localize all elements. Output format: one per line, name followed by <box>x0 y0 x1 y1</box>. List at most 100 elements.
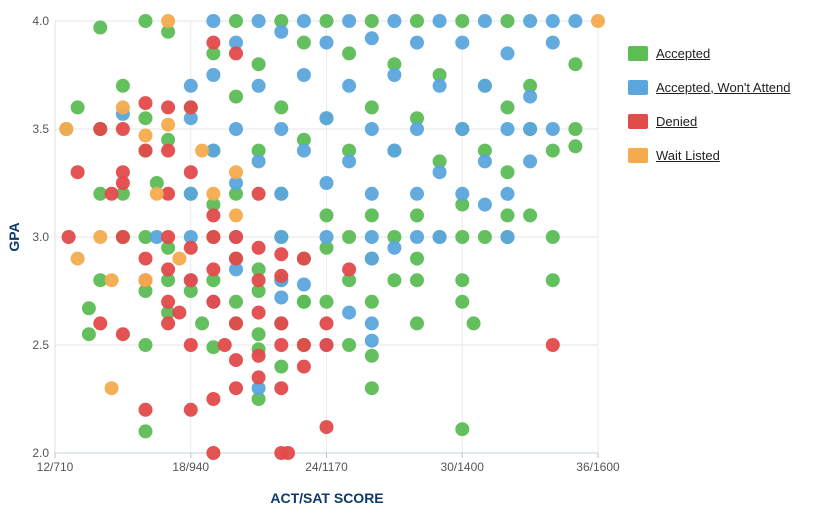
point-denied <box>274 338 289 352</box>
point-denied <box>274 268 289 283</box>
point-wait-listed <box>206 186 221 201</box>
point-denied <box>319 420 334 435</box>
point-accepted <box>206 46 221 61</box>
point-accepted-won-t-attend <box>251 78 266 93</box>
point-denied <box>206 208 221 223</box>
point-accepted-won-t-attend <box>500 230 515 244</box>
point-accepted-won-t-attend <box>319 176 334 190</box>
point-denied <box>206 230 221 244</box>
point-accepted <box>455 294 470 309</box>
y-tick-label: 3.5 <box>32 122 49 136</box>
point-denied <box>138 402 153 417</box>
point-wait-listed <box>93 230 108 244</box>
point-accepted <box>138 284 153 298</box>
point-accepted-won-t-attend <box>545 14 560 28</box>
point-accepted-won-t-attend <box>342 305 357 320</box>
legend-item-wait-listed[interactable]: Wait Listed <box>628 138 791 172</box>
point-accepted <box>183 284 198 298</box>
point-accepted <box>251 262 266 277</box>
point-denied <box>161 143 176 158</box>
point-accepted <box>229 294 243 309</box>
point-accepted <box>342 338 357 352</box>
point-denied <box>104 186 119 201</box>
point-accepted-won-t-attend <box>364 316 379 331</box>
point-denied <box>251 305 266 320</box>
point-accepted <box>115 186 130 201</box>
point-accepted <box>251 143 266 158</box>
point-accepted <box>523 208 538 223</box>
point-accepted-won-t-attend <box>568 14 583 28</box>
legend-item-accepted-wont-attend[interactable]: Accepted, Won't Attend <box>628 70 791 104</box>
point-denied <box>296 359 311 374</box>
point-accepted <box>251 392 266 406</box>
point-accepted-won-t-attend <box>296 68 311 82</box>
point-denied <box>161 316 176 331</box>
legend-swatch-accepted <box>628 45 648 61</box>
point-accepted <box>455 230 470 244</box>
point-denied <box>70 165 85 180</box>
point-accepted <box>523 78 538 93</box>
point-accepted <box>364 208 379 223</box>
point-accepted-won-t-attend <box>477 78 492 93</box>
point-denied <box>161 294 176 309</box>
point-denied <box>138 251 153 266</box>
point-accepted <box>161 273 176 288</box>
point-denied <box>251 273 266 288</box>
point-denied <box>229 316 243 331</box>
x-tick-label: 18/940 <box>172 460 209 474</box>
legend-label: Accepted <box>656 45 711 61</box>
point-accepted <box>364 348 379 363</box>
point-accepted <box>138 338 153 352</box>
point-accepted <box>229 186 243 201</box>
point-denied <box>251 240 266 255</box>
data-points <box>59 14 605 460</box>
point-denied <box>251 348 266 363</box>
point-accepted-won-t-attend <box>342 14 357 28</box>
point-accepted-won-t-attend <box>523 14 538 28</box>
point-accepted-won-t-attend <box>149 230 164 244</box>
point-accepted-won-t-attend <box>251 381 266 396</box>
point-accepted-won-t-attend <box>206 68 221 82</box>
y-tick-label: 4.0 <box>32 14 49 28</box>
point-denied <box>183 402 198 417</box>
legend-swatch-denied <box>628 113 648 129</box>
point-denied <box>206 262 221 277</box>
point-accepted <box>274 359 289 374</box>
point-accepted <box>251 284 266 298</box>
point-accepted-won-t-attend <box>387 240 402 255</box>
point-accepted <box>455 273 470 288</box>
x-tick-label: 12/710 <box>37 460 74 474</box>
point-accepted-won-t-attend <box>229 122 243 136</box>
point-accepted-won-t-attend <box>364 230 379 244</box>
point-accepted-won-t-attend <box>523 89 538 104</box>
point-accepted-won-t-attend <box>500 46 515 61</box>
legend-item-denied[interactable]: Denied <box>628 104 791 138</box>
point-accepted <box>477 143 492 158</box>
point-accepted-won-t-attend <box>410 35 424 50</box>
point-accepted <box>387 273 402 288</box>
point-accepted <box>364 14 379 28</box>
point-accepted-won-t-attend <box>319 111 334 126</box>
point-denied <box>183 240 198 255</box>
point-accepted-won-t-attend <box>229 262 243 277</box>
point-wait-listed <box>104 381 119 396</box>
point-denied <box>342 262 357 277</box>
point-accepted-won-t-attend <box>183 230 198 244</box>
point-accepted <box>364 294 379 309</box>
point-accepted <box>364 100 379 115</box>
point-denied <box>229 381 243 396</box>
point-accepted <box>410 251 424 266</box>
legend-item-accepted[interactable]: Accepted <box>628 36 791 70</box>
point-accepted <box>296 294 311 309</box>
tick-labels: 2.0 2.5 3.0 3.5 4.0 12/710 18/940 24/1170 30/140… <box>32 14 620 474</box>
point-accepted <box>455 197 470 212</box>
point-accepted <box>455 422 470 437</box>
point-denied <box>281 446 295 460</box>
point-accepted <box>466 316 481 331</box>
point-accepted <box>410 208 424 223</box>
point-accepted-won-t-attend <box>364 251 379 266</box>
point-accepted-won-t-attend <box>545 35 560 50</box>
point-denied <box>161 230 176 244</box>
point-accepted <box>410 316 424 331</box>
point-accepted <box>274 14 289 28</box>
